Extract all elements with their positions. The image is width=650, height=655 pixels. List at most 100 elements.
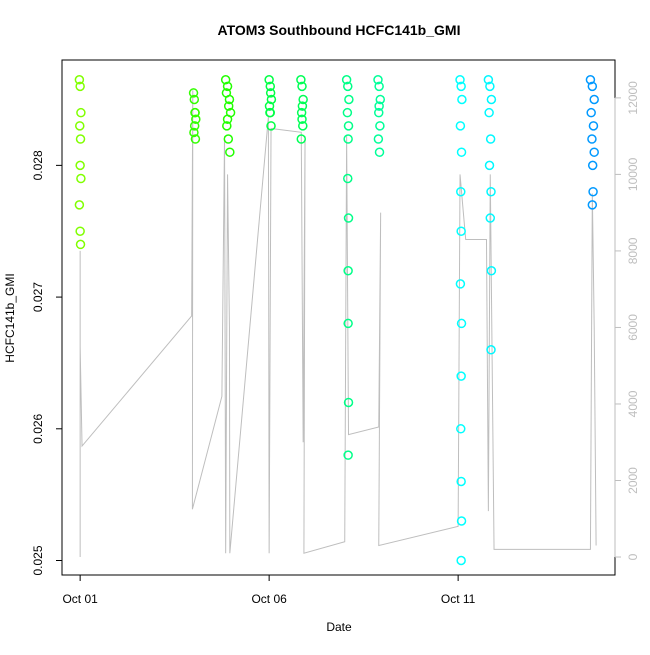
data-point <box>456 371 466 381</box>
data-point <box>587 200 598 210</box>
data-point <box>484 160 495 171</box>
data-point <box>75 81 85 92</box>
data-point <box>343 81 353 92</box>
data-point <box>456 318 467 329</box>
data-point <box>343 450 353 460</box>
data-point <box>266 121 276 131</box>
data-point <box>589 94 599 105</box>
data-point <box>74 75 85 85</box>
chart-title: ATOM3 Southbound HCFC141b_GMI <box>218 22 461 38</box>
data-point <box>375 121 385 131</box>
y2-tick-label: 6000 <box>626 314 640 341</box>
data-point <box>588 121 599 131</box>
data-point <box>455 279 466 289</box>
data-point <box>264 101 275 111</box>
data-point <box>222 121 232 131</box>
data-point <box>587 160 598 171</box>
data-point <box>344 94 354 105</box>
data-point <box>75 121 85 131</box>
y-tick-label: 0.025 <box>31 545 45 575</box>
data-point <box>374 147 385 157</box>
data-point <box>456 226 466 236</box>
data-point <box>485 81 495 92</box>
data-point <box>298 94 308 105</box>
data-point <box>486 345 496 355</box>
data-point <box>341 75 352 85</box>
data-point <box>298 121 308 131</box>
data-point <box>296 75 306 85</box>
data-point <box>585 75 596 85</box>
data-point <box>265 81 276 92</box>
data-point <box>456 424 466 434</box>
data-point <box>456 476 466 487</box>
data-point <box>586 107 596 118</box>
y2-tick-label: 0 <box>626 553 640 560</box>
data-point <box>486 94 497 105</box>
data-point <box>296 134 307 144</box>
data-point <box>343 213 354 223</box>
data-point <box>190 107 200 118</box>
data-point <box>76 173 86 184</box>
data-point <box>343 173 353 184</box>
data-point <box>456 147 467 157</box>
y-tick-label: 0.028 <box>31 150 45 180</box>
data-point <box>456 516 467 526</box>
data-point <box>76 107 86 118</box>
data-point <box>265 107 276 118</box>
data-point <box>75 160 85 171</box>
data-point <box>191 114 201 125</box>
data-point <box>343 121 354 131</box>
x-tick-label: Oct 06 <box>251 592 287 606</box>
data-point <box>374 101 384 111</box>
data-point <box>264 75 274 85</box>
x-tick-label: Oct 11 <box>441 592 476 606</box>
data-point <box>265 88 276 98</box>
data-point <box>343 265 353 276</box>
data-point <box>588 186 598 197</box>
data-point <box>296 107 307 118</box>
data-point <box>221 88 232 98</box>
data-point <box>189 121 200 131</box>
data-point <box>374 81 384 92</box>
data-point <box>483 75 494 85</box>
data-point <box>587 134 597 144</box>
data-point <box>456 555 466 566</box>
data-point <box>297 81 307 92</box>
y2-tick-label: 2000 <box>626 467 640 494</box>
data-point <box>485 134 496 144</box>
data-point <box>75 226 85 236</box>
y-axis-label: HCFC141b_GMI <box>3 273 17 362</box>
y2-tick-label: 12000 <box>626 81 640 115</box>
data-point <box>188 88 199 98</box>
data-point <box>373 134 384 144</box>
data-point <box>375 94 386 105</box>
data-point <box>457 94 467 105</box>
data-point <box>455 121 466 131</box>
data-point <box>589 147 599 157</box>
data-point <box>189 94 200 105</box>
data-point <box>587 81 598 92</box>
y2-tick-label: 4000 <box>626 390 640 417</box>
data-point <box>225 147 235 157</box>
data-point <box>75 134 86 144</box>
data-point <box>343 318 353 329</box>
data-point <box>343 134 353 144</box>
x-axis-label: Date <box>326 620 352 634</box>
data-point <box>223 101 234 111</box>
data-point <box>455 75 465 85</box>
data-point <box>297 114 307 125</box>
y-tick-label: 0.026 <box>31 413 45 443</box>
y-tick-label: 0.027 <box>31 282 45 312</box>
data-point <box>486 186 496 197</box>
data-point <box>222 81 233 92</box>
data-point <box>484 107 494 118</box>
data-point <box>189 127 199 138</box>
data-point <box>297 101 308 111</box>
altitude-line <box>79 90 597 558</box>
data-point <box>486 265 497 276</box>
y2-tick-label: 8000 <box>626 237 640 264</box>
data-point <box>220 75 231 85</box>
data-point <box>223 134 234 144</box>
